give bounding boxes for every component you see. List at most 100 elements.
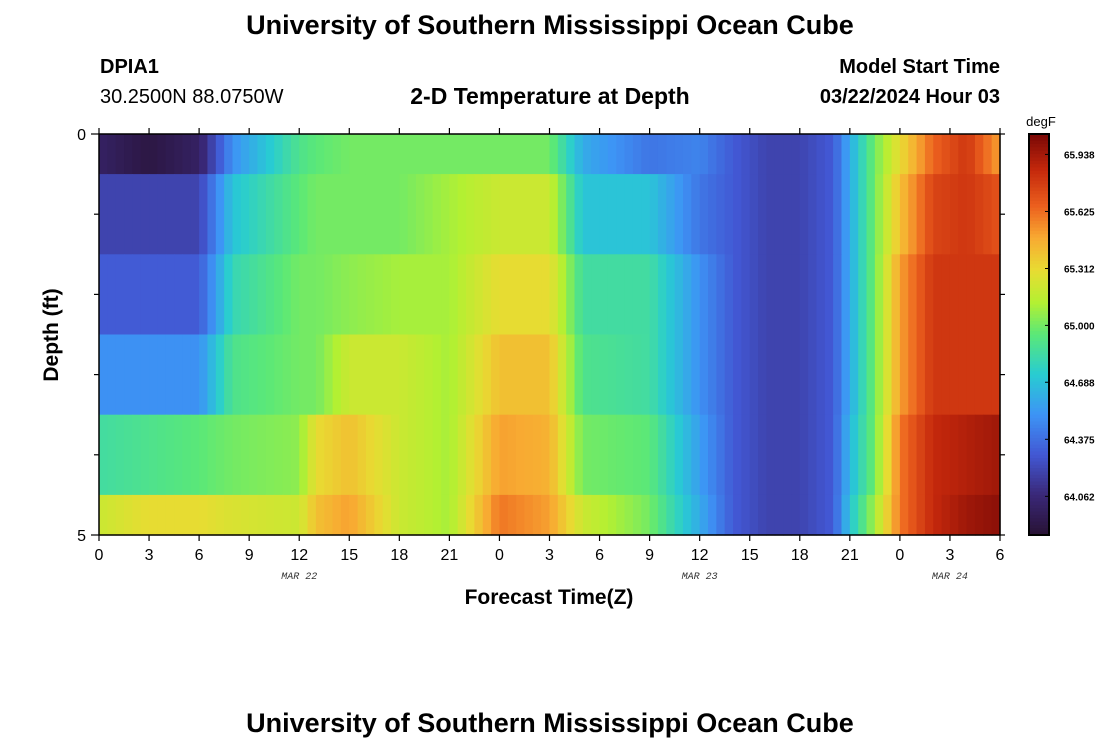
heatmap-cell — [474, 414, 484, 496]
heatmap-cell — [949, 414, 959, 496]
heatmap-cell — [716, 334, 726, 416]
heatmap-cell — [265, 174, 275, 255]
heatmap-cell — [407, 254, 417, 336]
heatmap-cell — [791, 174, 801, 255]
heatmap-cell — [708, 414, 717, 496]
heatmap-cell — [916, 134, 926, 175]
heatmap-cell — [190, 494, 200, 536]
heatmap-cell — [641, 414, 651, 496]
colorbar-segment — [1029, 428, 1049, 433]
heatmap-cell — [265, 334, 275, 416]
heatmap-cell — [624, 494, 634, 536]
heatmap-cell — [140, 134, 150, 175]
heatmap-cell — [624, 174, 634, 255]
heatmap-cell — [240, 174, 250, 255]
heatmap-cell — [541, 134, 551, 175]
heatmap-cell — [899, 414, 909, 496]
heatmap-cell — [516, 494, 526, 536]
heatmap-cell — [232, 494, 242, 536]
heatmap-cell — [507, 134, 517, 175]
heatmap-cell — [858, 174, 868, 255]
heatmap-cell — [632, 414, 642, 496]
colorbar-segment — [1029, 301, 1049, 306]
colorbar-segment — [1029, 167, 1049, 172]
heatmap-cell — [649, 174, 659, 255]
heatmap-cell — [591, 174, 601, 255]
colorbar-segment — [1029, 448, 1049, 453]
heatmap-row — [99, 414, 1001, 496]
heatmap-cell — [557, 334, 567, 416]
heatmap-cell — [340, 414, 350, 496]
heatmap-cell — [774, 254, 784, 336]
heatmap-cell — [924, 254, 934, 336]
heatmap-cell — [265, 494, 275, 536]
heatmap-cell — [758, 334, 767, 416]
heatmap-cell — [424, 334, 434, 416]
heatmap-cell — [691, 134, 701, 175]
heatmap-cell — [682, 334, 692, 416]
x-axis: 0 3 6 9 12 15 18 21 0 3 6 9 12 15 18 21 0 3 6 MAR 22 MAR 23 M… — [95, 128, 1005, 583]
heatmap-cell — [257, 414, 267, 496]
heatmap-cell — [941, 254, 951, 336]
heatmap-cell — [132, 334, 142, 416]
heatmap-cell — [441, 414, 450, 496]
colorbar-segment — [1029, 237, 1049, 242]
colorbar-segment — [1029, 451, 1049, 456]
heatmap-cell — [774, 414, 784, 496]
heatmap-cell — [607, 494, 617, 536]
heatmap-cell — [582, 134, 592, 175]
heatmap-cell — [390, 254, 400, 336]
heatmap-cell — [215, 414, 225, 496]
heatmap-cell — [716, 174, 726, 255]
heatmap-cell — [507, 174, 517, 255]
heatmap-cell — [207, 494, 217, 536]
colorbar-segment — [1029, 444, 1049, 449]
heatmap-cell — [199, 414, 209, 496]
colorbar-segment — [1029, 514, 1049, 519]
heatmap-cell — [424, 494, 434, 536]
heatmap-cell — [374, 494, 384, 536]
heatmap-cell — [290, 414, 300, 496]
heatmap-cell — [883, 334, 893, 416]
heatmap-cell — [149, 134, 158, 175]
station-id: DPIA1 — [100, 56, 159, 78]
heatmap-cell — [674, 134, 684, 175]
heatmap-cell — [974, 254, 984, 336]
heatmap-cell — [974, 494, 984, 536]
heatmap-cell — [399, 414, 409, 496]
heatmap-cell — [699, 134, 709, 175]
model-start-value: 03/22/2024 Hour 03 — [819, 86, 1000, 108]
heatmap-cell — [883, 134, 893, 175]
heatmap-cell — [549, 254, 559, 336]
heatmap-cells — [99, 134, 1001, 536]
heatmap-cell — [616, 414, 626, 496]
x-date-label: MAR 23 — [682, 572, 718, 583]
x-tick-label: 0 — [895, 547, 904, 564]
heatmap-cell — [991, 334, 1001, 416]
heatmap-cell — [174, 174, 184, 255]
heatmap-cell — [507, 414, 517, 496]
heatmap-cell — [399, 174, 409, 255]
heatmap-cell — [574, 334, 584, 416]
heatmap-cell — [799, 254, 809, 336]
heatmap-cell — [349, 494, 359, 536]
heatmap-cell — [783, 334, 793, 416]
colorbar-segment — [1029, 518, 1049, 523]
y-tick-label: 0 — [77, 127, 86, 144]
colorbar-segment — [1029, 311, 1049, 316]
heatmap-cell — [666, 134, 676, 175]
heatmap-cell — [691, 414, 701, 496]
heatmap-cell — [616, 174, 626, 255]
colorbar-tick-label: 65.938 — [1064, 150, 1095, 161]
colorbar-segment — [1029, 234, 1049, 239]
heatmap-cell — [599, 494, 609, 536]
heatmap-cell — [299, 134, 309, 175]
model-start-label: Model Start Time — [839, 56, 1000, 78]
heatmap-cell — [99, 334, 108, 416]
colorbar-segment — [1029, 488, 1049, 493]
x-axis-label: Forecast Time(Z) — [465, 586, 634, 609]
heatmap-cell — [240, 494, 250, 536]
heatmap-cell — [449, 414, 459, 496]
x-tick-label: 15 — [741, 547, 759, 564]
heatmap-cell — [157, 134, 167, 175]
